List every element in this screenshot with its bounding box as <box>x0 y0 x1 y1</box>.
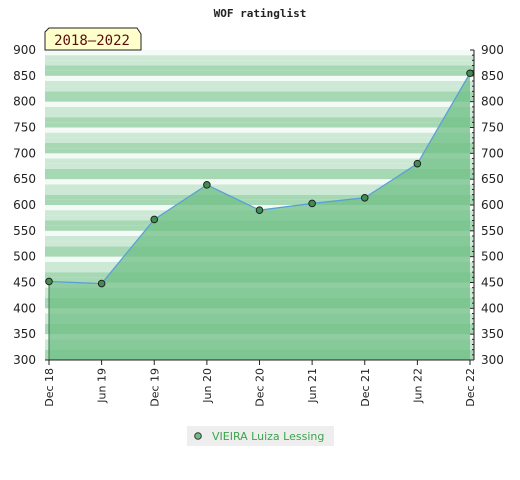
background-band <box>45 91 474 97</box>
data-points <box>45 69 474 288</box>
x-tick-label: Dec 21 <box>359 368 372 407</box>
background-band <box>45 137 474 143</box>
x-tick-label: Jun 19 <box>96 368 109 404</box>
background-band <box>45 96 474 102</box>
y-tick-label-right: 800 <box>481 95 504 109</box>
background-band <box>45 153 474 159</box>
data-point <box>466 69 474 78</box>
background-band <box>45 127 474 133</box>
background-band <box>45 163 474 169</box>
background-band <box>45 75 474 81</box>
x-tick-label: Jun 21 <box>306 368 319 404</box>
series-area <box>49 73 470 360</box>
x-tick-label: Dec 22 <box>464 368 477 407</box>
y-tick-label-right: 300 <box>481 353 504 367</box>
background-band <box>45 184 474 190</box>
data-point <box>150 215 159 224</box>
background-band <box>45 143 474 149</box>
data-point <box>97 279 106 288</box>
background-band <box>45 168 474 174</box>
y-tick-label-right: 750 <box>481 121 504 135</box>
background-band <box>45 86 474 92</box>
background-band <box>45 65 474 71</box>
y-tick-label-left: 550 <box>13 224 36 238</box>
y-tick-label-right: 700 <box>481 146 504 160</box>
background-band <box>45 55 474 61</box>
legend-box <box>187 426 334 446</box>
period-badge: 2018–2022 <box>44 27 142 51</box>
background-band <box>45 50 474 56</box>
background-band <box>45 117 474 123</box>
background-band <box>45 112 474 118</box>
axes: 300 300 350 350 400 400 450 450 500 500 550 550 600 6… <box>13 43 504 407</box>
background-band <box>45 81 474 87</box>
background-band <box>45 148 474 154</box>
background-band <box>45 194 474 200</box>
background-band <box>45 189 474 195</box>
x-tick-label: Dec 20 <box>254 368 267 407</box>
data-point <box>203 181 211 189</box>
period-badge-label: 2018–2022 <box>54 33 130 49</box>
y-tick-label-right: 450 <box>481 276 504 290</box>
background-band <box>45 199 474 205</box>
background-band <box>45 60 474 66</box>
y-tick-label-right: 600 <box>481 198 504 212</box>
y-tick-label-right: 550 <box>481 224 504 238</box>
y-tick-label-right: 850 <box>481 69 504 83</box>
y-tick-label-left: 450 <box>13 276 36 290</box>
background-band <box>45 122 474 128</box>
data-point <box>413 159 422 168</box>
background-band <box>45 101 474 107</box>
chart-title: WOF ratinglist <box>214 7 307 20</box>
y-tick-label-left: 650 <box>13 172 36 186</box>
y-tick-label-right: 400 <box>481 301 504 315</box>
background-band <box>45 106 474 112</box>
y-tick-label-left: 750 <box>13 121 36 135</box>
y-tick-label-left: 600 <box>13 198 36 212</box>
data-point <box>255 206 264 214</box>
data-point <box>308 199 316 208</box>
legend: VIEIRA Luiza Lessing <box>187 426 334 446</box>
legend-marker-icon <box>194 432 202 440</box>
y-tick-label-left: 800 <box>13 95 36 109</box>
y-tick-label-left: 900 <box>13 43 36 57</box>
y-tick-label-right: 350 <box>481 327 504 341</box>
y-tick-label-left: 300 <box>13 353 36 367</box>
legend-series-label: VIEIRA Luiza Lessing <box>212 430 324 443</box>
x-tick-label: Dec 18 <box>43 368 56 407</box>
y-tick-label-left: 400 <box>13 301 36 315</box>
data-point <box>45 277 53 286</box>
data-point <box>360 193 369 202</box>
x-tick-label: Jun 22 <box>411 368 424 404</box>
background-band <box>45 132 474 138</box>
background-band <box>45 179 474 185</box>
y-tick-label-left: 350 <box>13 327 36 341</box>
y-tick-label-left: 700 <box>13 146 36 160</box>
background-band <box>45 158 474 164</box>
y-tick-label-right: 650 <box>481 172 504 186</box>
x-tick-label: Jun 20 <box>201 368 214 404</box>
y-tick-label-left: 500 <box>13 250 36 264</box>
y-tick-label-left: 850 <box>13 69 36 83</box>
background-band <box>45 174 474 180</box>
background-band <box>45 70 474 76</box>
y-tick-label-right: 500 <box>481 250 504 264</box>
y-tick-label-right: 900 <box>481 43 504 57</box>
x-tick-label: Dec 19 <box>148 368 161 407</box>
